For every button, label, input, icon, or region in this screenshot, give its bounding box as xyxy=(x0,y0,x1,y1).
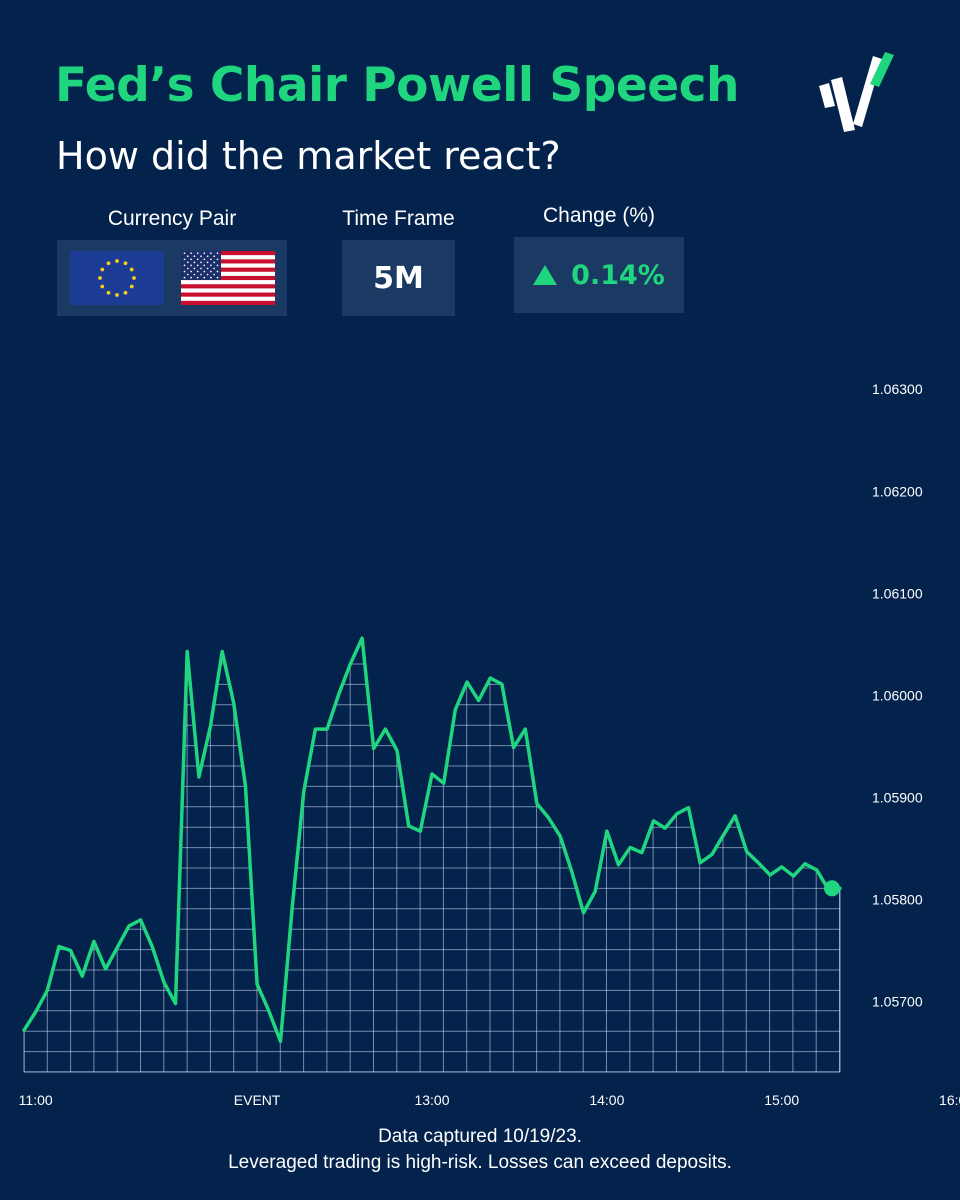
time-frame-box: 5M xyxy=(342,240,455,316)
y-tick-label: 1.05800 xyxy=(872,892,923,908)
y-tick-label: 1.06300 xyxy=(872,381,923,397)
y-tick-label: 1.06000 xyxy=(872,687,923,703)
brand-logo-icon xyxy=(819,52,894,132)
page-title: Fed’s Chair Powell Speech xyxy=(55,58,739,113)
chart-grid xyxy=(24,638,840,1072)
currency-pair-label: Currency Pair xyxy=(107,207,237,230)
footer-disclaimer: Leveraged trading is high-risk. Losses c… xyxy=(228,1152,732,1173)
change-box: 0.14% xyxy=(514,237,684,313)
eu-flag-icon xyxy=(70,251,164,305)
y-tick-label: 1.05700 xyxy=(872,994,923,1010)
series-line xyxy=(22,636,842,1044)
y-tick-label: 1.06200 xyxy=(872,483,923,499)
time-frame-value: 5M xyxy=(373,260,424,296)
y-tick-label: 1.06100 xyxy=(872,585,923,601)
us-flag-icon xyxy=(181,251,275,305)
x-tick-label: 16:00 xyxy=(939,1092,960,1108)
x-tick-label: EVENT xyxy=(234,1092,281,1108)
up-arrow-icon xyxy=(533,265,558,285)
y-tick-label: 1.05900 xyxy=(872,789,923,805)
time-frame-label: Time Frame xyxy=(342,207,455,230)
change-label: Change (%) xyxy=(542,204,656,227)
footer-data-captured: Data captured 10/19/23. xyxy=(378,1126,582,1147)
x-tick-label: 13:00 xyxy=(414,1092,449,1108)
x-tick-label: 11:00 xyxy=(19,1092,53,1108)
x-tick-label: 15:00 xyxy=(764,1092,799,1108)
price-chart: 1.05700 1.05800 1.05900 1.06000 1.06100 1.062… xyxy=(19,381,960,1108)
change-value: 0.14% xyxy=(571,259,665,291)
x-tick-label: 14:00 xyxy=(589,1092,624,1108)
last-price-dot xyxy=(824,880,840,897)
page-subtitle: How did the market react? xyxy=(56,134,561,178)
